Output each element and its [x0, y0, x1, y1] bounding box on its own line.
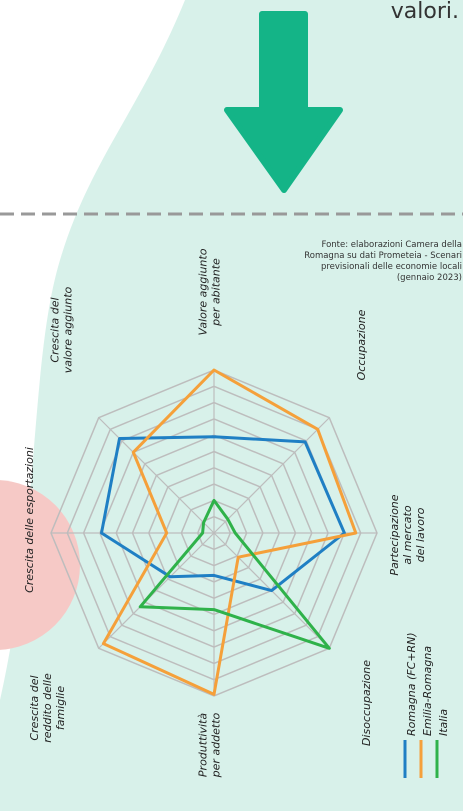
- legend-label: Romagna (FC+RN): [405, 632, 418, 736]
- axis-label: famiglie: [54, 686, 67, 730]
- legend-label: Italia: [437, 709, 450, 736]
- axis-label: per abitante: [210, 258, 223, 327]
- axis-label: Disoccupazione: [360, 660, 373, 746]
- source-line: Fonte: elaborazioni Camera della: [322, 240, 463, 250]
- axis-label: Crescita delle esportazioni: [23, 447, 36, 593]
- source-line: (gennaio 2023): [397, 273, 462, 283]
- axis-label: del lavoro: [414, 507, 427, 562]
- axis-label: Produttività: [197, 713, 210, 777]
- axis-label: Occupazione: [355, 309, 368, 380]
- legend-label: Emilia-Romagna: [421, 646, 434, 736]
- source-line: Romagna su dati Prometeia - Scenari: [304, 251, 462, 261]
- axis-label: Crescita del: [28, 675, 41, 740]
- axis-label: per addetto: [210, 712, 223, 778]
- axis-label: al mercato: [401, 505, 414, 564]
- intro-text: valori.: [391, 0, 459, 24]
- axis-label: Crescita del: [49, 297, 62, 362]
- axis-label: valore aggiunto: [62, 286, 75, 373]
- axis-label: reddito delle: [41, 673, 54, 743]
- axis-label: Partecipazione: [388, 494, 401, 575]
- source-line: previsionali delle economie locali: [321, 262, 462, 272]
- axis-label: Valore aggiunto: [197, 248, 210, 335]
- page: valori. Fonte: elaborazioni Camera della…: [0, 0, 463, 811]
